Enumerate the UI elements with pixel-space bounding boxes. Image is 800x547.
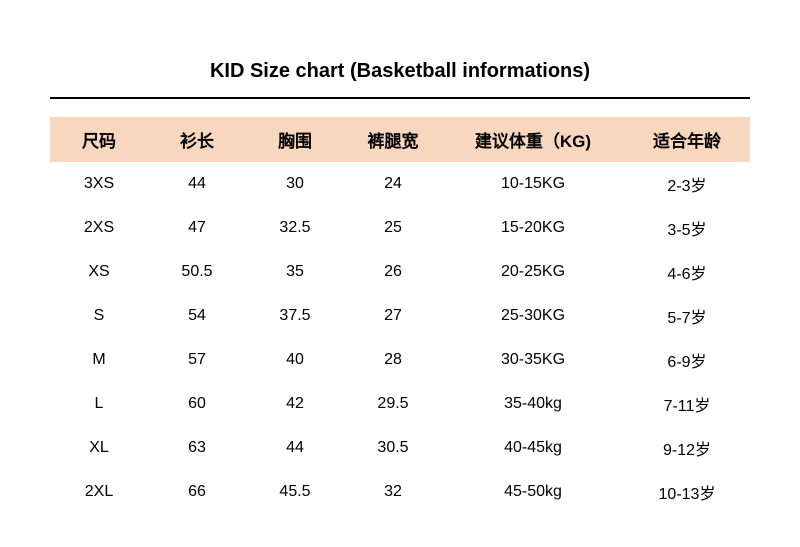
table-cell: 32.5: [246, 206, 344, 250]
col-header-age: 适合年龄: [624, 117, 750, 162]
table-cell: 10-15KG: [442, 162, 624, 206]
table-cell: 30.5: [344, 426, 442, 470]
table-cell: 9-12岁: [624, 426, 750, 470]
table-cell: 45.5: [246, 470, 344, 514]
table-cell: 2XL: [50, 470, 148, 514]
table-cell: 37.5: [246, 294, 344, 338]
table-row: 3XS44302410-15KG2-3岁: [50, 162, 750, 206]
table-cell: 29.5: [344, 382, 442, 426]
table-cell: 3-5岁: [624, 206, 750, 250]
table-cell: 66: [148, 470, 246, 514]
table-cell: 47: [148, 206, 246, 250]
table-cell: 26: [344, 250, 442, 294]
table-cell: M: [50, 338, 148, 382]
table-cell: 15-20KG: [442, 206, 624, 250]
table-cell: 6-9岁: [624, 338, 750, 382]
table-cell: 2XS: [50, 206, 148, 250]
table-cell: 35: [246, 250, 344, 294]
size-chart-table: 尺码 衫长 胸围 裤腿宽 建议体重（KG) 适合年龄 3XS44302410-1…: [50, 117, 750, 514]
table-row: 2XL6645.53245-50kg10-13岁: [50, 470, 750, 514]
table-cell: 4-6岁: [624, 250, 750, 294]
table-cell: 44: [246, 426, 344, 470]
table-cell: 60: [148, 382, 246, 426]
col-header-length: 衫长: [148, 117, 246, 162]
table-body: 3XS44302410-15KG2-3岁2XS4732.52515-20KG3-…: [50, 162, 750, 514]
table-cell: 57: [148, 338, 246, 382]
table-row: 2XS4732.52515-20KG3-5岁: [50, 206, 750, 250]
table-cell: 20-25KG: [442, 250, 624, 294]
chart-title: KID Size chart (Basketball informations): [50, 60, 750, 99]
table-row: XS50.5352620-25KG4-6岁: [50, 250, 750, 294]
table-cell: 30-35KG: [442, 338, 624, 382]
table-cell: 10-13岁: [624, 470, 750, 514]
table-cell: XL: [50, 426, 148, 470]
table-cell: 27: [344, 294, 442, 338]
table-row: XL634430.540-45kg9-12岁: [50, 426, 750, 470]
table-cell: 7-11岁: [624, 382, 750, 426]
col-header-leg: 裤腿宽: [344, 117, 442, 162]
table-cell: 63: [148, 426, 246, 470]
table-cell: 45-50kg: [442, 470, 624, 514]
table-row: L604229.535-40kg7-11岁: [50, 382, 750, 426]
table-cell: S: [50, 294, 148, 338]
col-header-weight: 建议体重（KG): [442, 117, 624, 162]
table-cell: L: [50, 382, 148, 426]
table-cell: 25: [344, 206, 442, 250]
col-header-size: 尺码: [50, 117, 148, 162]
table-cell: 35-40kg: [442, 382, 624, 426]
table-cell: 40: [246, 338, 344, 382]
table-cell: XS: [50, 250, 148, 294]
table-cell: 42: [246, 382, 344, 426]
table-cell: 32: [344, 470, 442, 514]
table-cell: 30: [246, 162, 344, 206]
table-cell: 24: [344, 162, 442, 206]
table-cell: 2-3岁: [624, 162, 750, 206]
table-row: S5437.52725-30KG5-7岁: [50, 294, 750, 338]
table-row: M57402830-35KG6-9岁: [50, 338, 750, 382]
table-cell: 44: [148, 162, 246, 206]
table-cell: 28: [344, 338, 442, 382]
table-header-row: 尺码 衫长 胸围 裤腿宽 建议体重（KG) 适合年龄: [50, 117, 750, 162]
table-cell: 50.5: [148, 250, 246, 294]
table-cell: 40-45kg: [442, 426, 624, 470]
table-cell: 25-30KG: [442, 294, 624, 338]
table-cell: 54: [148, 294, 246, 338]
table-cell: 3XS: [50, 162, 148, 206]
col-header-chest: 胸围: [246, 117, 344, 162]
table-cell: 5-7岁: [624, 294, 750, 338]
